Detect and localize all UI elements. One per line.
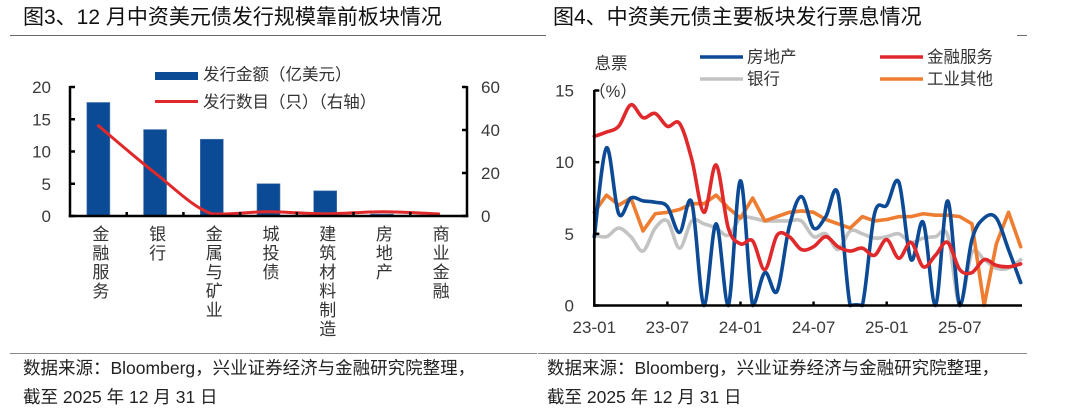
left-y-tick-label: 15 — [32, 110, 51, 129]
right-y-tick-label: 40 — [481, 121, 500, 140]
category-label: 金融服务 — [89, 225, 109, 301]
legend-item-real-estate: 房地产 — [700, 48, 797, 67]
x-tick-label: 24-01 — [719, 318, 762, 337]
y-axis-unit: （%） — [589, 82, 637, 101]
right-y-tick-label: 0 — [481, 207, 490, 226]
x-tick-label: 25-07 — [938, 318, 981, 337]
x-tick-label: 23-01 — [573, 318, 616, 337]
legend-label-industrial-other: 工业其他 — [927, 70, 993, 89]
source-separator-left — [10, 353, 537, 354]
legend-label-real-estate: 房地产 — [747, 48, 797, 67]
category-label: 建筑材料制造 — [316, 225, 336, 339]
title-underline-left — [10, 35, 546, 36]
source-separator-right — [538, 353, 1027, 354]
legend: 房地产 金融服务 银行 工业其他 — [700, 48, 993, 89]
title-underline-right — [1017, 35, 1027, 36]
issuance-by-sector-chart: 0 5 10 15 20 0 20 40 60 发行金额（亿美元） 发行数目（只）（右轴） — [32, 65, 500, 226]
legend-label-banks: 银行 — [747, 70, 780, 89]
legend-item-banks: 银行 — [700, 70, 780, 89]
as-of-date: 截至 2025 年 12 月 31 日 — [23, 387, 218, 407]
category-label: 银行 — [146, 225, 166, 263]
figure-3-title: 图3、12 月中资美元债发行规模靠前板块情况 — [23, 6, 442, 29]
legend-item-count: 发行数目（只）（右轴） — [155, 93, 376, 112]
y-axis-title: 息票 — [595, 54, 628, 73]
category-label: 房地产 — [372, 225, 392, 282]
bar — [86, 102, 111, 217]
source-note-right: 数据来源：Bloomberg，兴业证券经济与金融研究院整理， 截至 2025 年… — [547, 354, 999, 412]
real-estate-line — [592, 146, 1023, 308]
x-tick-label: 25-01 — [865, 318, 908, 337]
legend: 发行金额（亿美元） 发行数目（只）（右轴） — [155, 65, 376, 112]
axes — [593, 89, 1022, 307]
line-series — [592, 103, 1023, 308]
y-tick-label: 0 — [565, 297, 574, 316]
x-tick-label: 23-07 — [646, 318, 689, 337]
legend-item-financial-services: 金融服务 — [880, 48, 993, 67]
legend-item-amount: 发行金额（亿美元） — [155, 65, 352, 84]
left-y-tick-label: 20 — [32, 78, 51, 97]
left-y-tick-label: 0 — [42, 207, 51, 226]
tick-labels: 0 5 10 15 20 0 20 40 60 — [32, 78, 500, 226]
financial-services-line — [592, 103, 1023, 276]
source-line: 数据来源：Bloomberg，兴业证券经济与金融研究院整理， — [547, 358, 1000, 378]
y-tick-label: 15 — [555, 82, 574, 101]
source-note-left: 数据来源：Bloomberg，兴业证券经济与金融研究院整理， 截至 2025 年… — [23, 354, 475, 412]
legend-label-financial-services: 金融服务 — [927, 48, 993, 67]
left-y-tick-label: 10 — [32, 143, 51, 162]
line-series — [96, 124, 441, 216]
category-label: 城投债 — [259, 225, 279, 282]
y-tick-label: 5 — [565, 225, 574, 244]
legend-label-amount: 发行金额（亿美元） — [203, 65, 352, 84]
right-y-tick-label: 20 — [481, 164, 500, 183]
as-of-date: 截至 2025 年 12 月 31 日 — [547, 387, 742, 407]
category-label: 金属与矿业 — [202, 225, 222, 320]
count-line — [96, 124, 441, 216]
bar-series — [86, 102, 451, 217]
legend-item-industrial-other: 工业其他 — [880, 70, 993, 89]
x-tick-label: 24-07 — [792, 318, 835, 337]
legend-label-count: 发行数目（只）（右轴） — [203, 93, 376, 112]
figure-4-title: 图4、中资美元债主要板块发行票息情况 — [553, 6, 922, 29]
category-label: 商业金融 — [429, 225, 449, 301]
right-y-tick-label: 60 — [481, 78, 500, 97]
tick-labels: 0 5 10 15 23-01 23-07 24-01 24-07 25-01 25-07 — [555, 82, 981, 338]
legend-swatch-bar — [155, 72, 198, 80]
bar — [199, 138, 224, 217]
left-y-tick-label: 5 — [42, 175, 51, 194]
y-tick-label: 10 — [555, 153, 574, 172]
source-line: 数据来源：Bloomberg，兴业证券经济与金融研究院整理， — [23, 358, 476, 378]
axes — [68, 85, 469, 218]
